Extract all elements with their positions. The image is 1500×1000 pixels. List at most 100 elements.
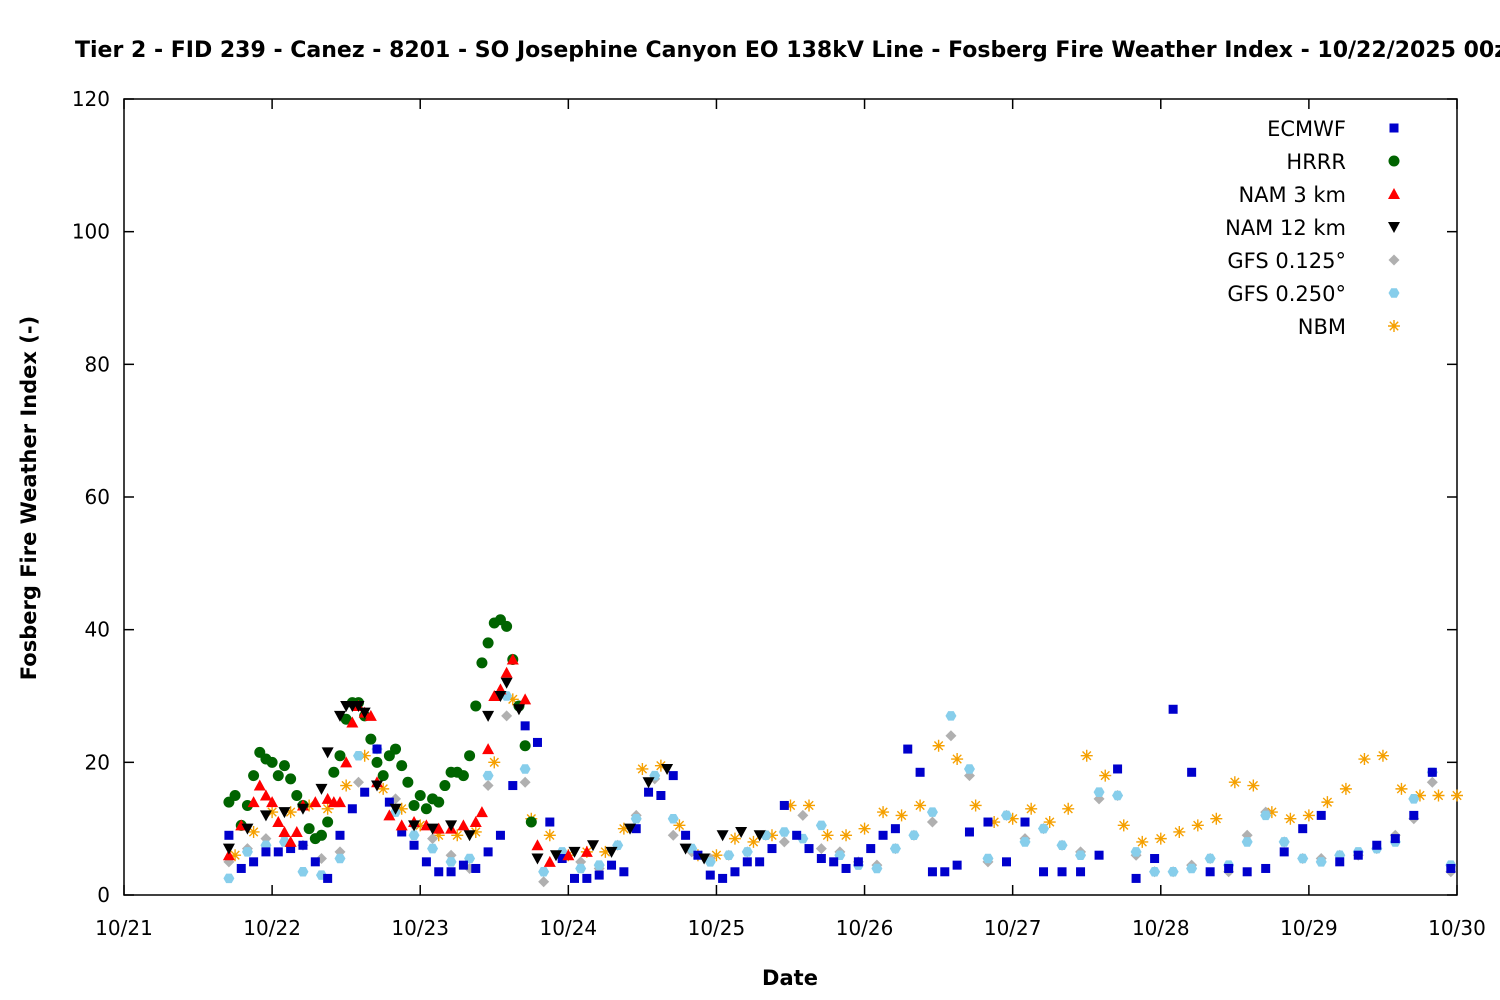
data-point — [501, 620, 513, 632]
data-point — [377, 782, 390, 795]
data-point — [389, 803, 402, 815]
data-point — [630, 813, 642, 824]
data-point — [1149, 867, 1161, 877]
data-point — [463, 830, 476, 842]
data-point — [1408, 794, 1420, 804]
data-point — [482, 637, 494, 649]
data-point — [1358, 753, 1371, 766]
data-point — [1302, 809, 1315, 822]
legend-label: GFS 0.250° — [1227, 282, 1346, 306]
data-point — [982, 853, 994, 864]
data-point — [290, 825, 303, 837]
data-point — [482, 770, 494, 781]
data-point — [1019, 837, 1031, 847]
data-point — [248, 770, 260, 782]
data-point — [1390, 834, 1400, 844]
data-point — [1112, 790, 1124, 801]
data-point — [1187, 767, 1197, 777]
data-point — [1057, 867, 1067, 877]
data-point — [334, 853, 346, 864]
data-point — [426, 823, 439, 835]
data-point — [1316, 810, 1326, 820]
data-point — [1335, 857, 1345, 867]
data-point — [575, 863, 587, 874]
data-point — [296, 803, 309, 815]
data-point — [1191, 819, 1204, 832]
data-point — [792, 830, 802, 840]
data-point — [1025, 802, 1038, 815]
data-point — [582, 873, 592, 883]
data-point — [458, 860, 468, 870]
data-point — [951, 753, 964, 766]
x-tick-label: 10/23 — [391, 916, 449, 940]
data-point — [866, 844, 876, 854]
data-point — [241, 823, 254, 835]
data-point — [1339, 782, 1352, 795]
data-point — [723, 850, 735, 860]
data-point — [432, 829, 445, 842]
data-point — [890, 824, 900, 834]
data-point — [1451, 789, 1463, 802]
data-point — [420, 803, 432, 815]
data-point — [1006, 812, 1019, 825]
data-point — [434, 867, 444, 877]
data-point — [667, 829, 679, 841]
data-point — [742, 857, 752, 867]
data-point — [297, 867, 309, 877]
data-point — [286, 844, 296, 854]
legend: ECMWF HRRR NAM 3 km NAM 12 km GFS 0.125° GFS … — [1225, 117, 1400, 339]
data-point — [445, 857, 457, 867]
data-point — [631, 824, 641, 834]
data-point — [328, 766, 340, 778]
data-point — [718, 873, 728, 883]
data-point — [1130, 847, 1142, 857]
data-point — [1173, 825, 1186, 838]
data-point — [247, 796, 260, 808]
data-point — [352, 700, 365, 712]
data-point — [1094, 850, 1104, 860]
data-point — [1284, 812, 1297, 825]
data-point — [593, 860, 605, 870]
data-point — [353, 750, 365, 761]
data-point — [340, 713, 352, 725]
data-point — [1131, 873, 1141, 883]
data-point — [580, 845, 593, 857]
legend-marker — [1388, 320, 1400, 332]
data-point — [414, 790, 426, 801]
data-point — [963, 764, 975, 774]
legend-marker — [1388, 188, 1400, 199]
data-point — [784, 799, 797, 812]
data-point — [1204, 853, 1216, 864]
data-point — [346, 716, 359, 728]
data-point — [284, 835, 297, 847]
data-point — [333, 710, 346, 722]
data-point — [605, 846, 618, 858]
data-point — [446, 867, 456, 877]
series-ecmwf — [224, 704, 1456, 883]
data-point — [1080, 749, 1093, 762]
data-point — [259, 789, 272, 801]
chart-title: Tier 2 - FID 239 - Canez - 8201 - SO Jos… — [75, 38, 1500, 63]
data-point — [365, 733, 377, 745]
data-point — [323, 873, 333, 883]
data-point — [520, 721, 530, 731]
data-point — [829, 857, 839, 867]
data-point — [334, 750, 346, 762]
data-point — [1117, 819, 1130, 832]
data-point — [940, 867, 950, 877]
data-point — [815, 843, 827, 855]
data-point — [476, 657, 488, 669]
data-point — [371, 756, 383, 768]
data-point — [309, 796, 322, 808]
data-point — [519, 740, 531, 752]
data-point — [383, 809, 396, 821]
series-nam-12-km — [222, 677, 766, 865]
data-point — [1432, 789, 1445, 802]
data-point — [815, 820, 827, 831]
data-point — [364, 709, 377, 721]
data-point — [945, 730, 957, 742]
data-point — [1039, 867, 1049, 877]
data-point — [1062, 802, 1075, 815]
data-point — [889, 843, 901, 854]
data-point — [409, 840, 419, 850]
